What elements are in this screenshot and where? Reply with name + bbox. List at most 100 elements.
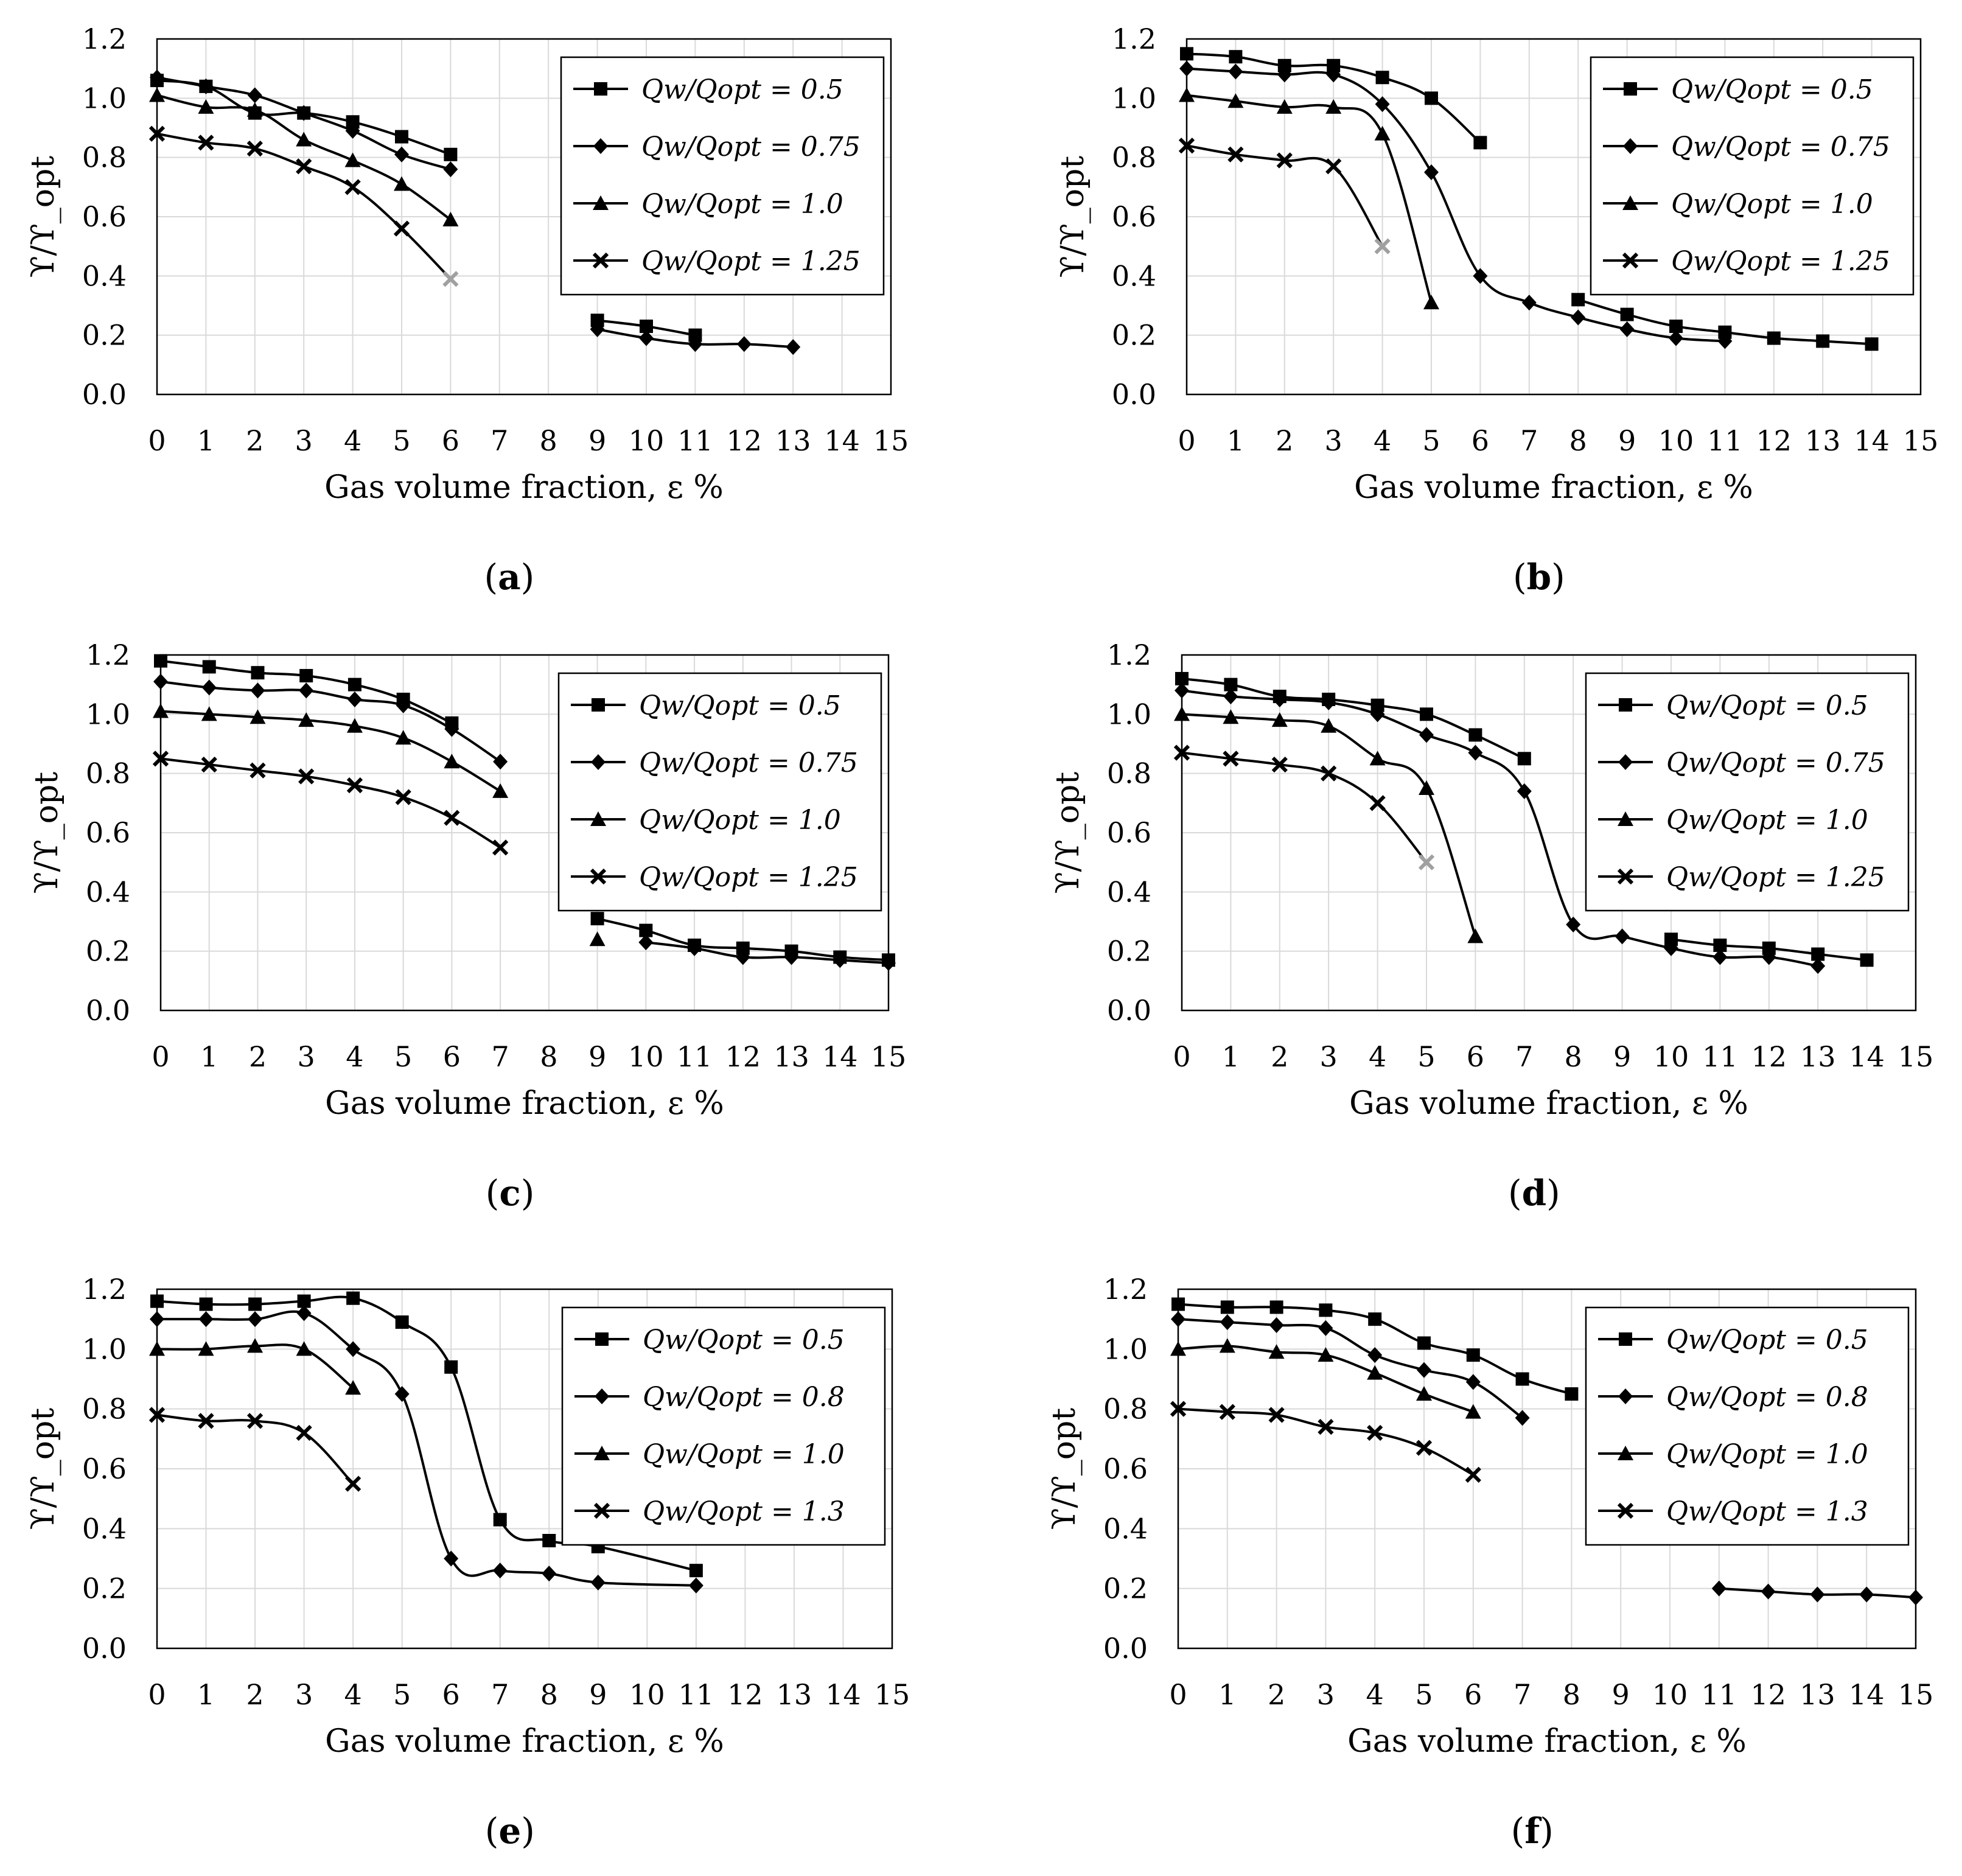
data-point-stroke-b (198, 135, 214, 151)
x-tick-label: 2 (246, 1678, 264, 1711)
legend-marker (1617, 1502, 1634, 1519)
y-tick-label: 0.2 (1107, 935, 1151, 968)
data-point (1276, 152, 1293, 169)
legend: Qw/Qopt = 0.5 Qw/Qopt = 0.75 Qw/Qopt = 1.0… (557, 672, 882, 912)
data-point (148, 1407, 166, 1423)
data-point-stroke-b (1219, 1404, 1235, 1420)
subfigure-caption: (c) (486, 1172, 535, 1214)
y-tick-label: 0.6 (1107, 816, 1151, 849)
legend-marker (1619, 1332, 1632, 1346)
x-tick-label: 12 (1751, 1040, 1787, 1073)
x-tick-label: 4 (1369, 1040, 1386, 1073)
x-tick-label: 12 (725, 1040, 761, 1073)
data-point (1269, 1317, 1284, 1333)
data-point (1712, 949, 1728, 965)
data-point (1767, 331, 1781, 345)
data-point (1175, 671, 1189, 685)
x-tick-label: 11 (677, 1040, 713, 1073)
legend-marker-stroke-b (1622, 252, 1639, 269)
x-tick-label: 5 (1415, 1678, 1433, 1711)
data-point-stroke-b (1416, 1440, 1433, 1456)
series-square (1180, 47, 1879, 351)
legend-marker (1617, 868, 1634, 885)
y-axis-label: ϒ/ϒ_opt (1050, 772, 1086, 894)
y-tick-label: 0.8 (82, 141, 127, 174)
data-point (247, 1338, 264, 1353)
data-point (589, 931, 606, 947)
x-tick-label: 9 (588, 1040, 606, 1073)
plot-frame (1177, 1288, 1917, 1650)
y-tick-label: 0.0 (86, 994, 130, 1027)
caption-paren-open: ( (1513, 556, 1527, 598)
caption-paren-close: ) (521, 1172, 535, 1214)
legend-label: Qw/Qopt = 0.5 (641, 74, 843, 105)
y-tick-label: 0.4 (82, 259, 127, 292)
x-tick-label: 3 (295, 424, 313, 457)
x-tick-label: 7 (1513, 1678, 1531, 1711)
x-tick-label: 1 (197, 424, 215, 457)
data-point (492, 1563, 508, 1579)
x-tick-label: 6 (1464, 1678, 1482, 1711)
series-triangle (153, 703, 606, 947)
legend-label: Qw/Qopt = 1.3 (1666, 1496, 1868, 1527)
legend-label: Qw/Qopt = 0.75 (641, 131, 861, 163)
legend-label: Qw/Qopt = 1.25 (1671, 246, 1890, 277)
y-tick-label: 1.0 (1107, 698, 1151, 730)
data-point (493, 1513, 507, 1527)
legend-box (561, 1306, 886, 1546)
data-point (736, 336, 752, 352)
y-tick-label: 1.2 (82, 1273, 127, 1306)
data-point (153, 703, 169, 718)
caption-paren-open: ( (486, 1172, 500, 1214)
data-point (149, 1341, 165, 1356)
x-tick-label: 14 (822, 1040, 858, 1073)
series-x (1170, 1401, 1481, 1483)
y-axis-label: ϒ/ϒ_opt (1046, 1408, 1083, 1530)
data-point (590, 321, 605, 337)
y-tick-label: 1.2 (1107, 639, 1151, 671)
x-tick-label: 3 (295, 1678, 313, 1711)
series-diamond (150, 1305, 703, 1594)
legend-label: Qw/Qopt = 1.25 (641, 246, 861, 277)
x-tick-label: 7 (491, 1678, 509, 1711)
x-tick-label: 5 (1417, 1040, 1435, 1073)
legend-label: Qw/Qopt = 0.8 (643, 1382, 845, 1413)
x-tick-label: 7 (490, 424, 508, 457)
data-point (296, 1341, 312, 1356)
legend: Qw/Qopt = 0.5 Qw/Qopt = 0.8 Qw/Qopt = 1.0 Q… (561, 1306, 886, 1546)
x-tick-label: 7 (491, 1040, 509, 1073)
data-point (493, 754, 508, 770)
legend-marker (1618, 1388, 1633, 1404)
x-tick-label: 15 (873, 424, 909, 457)
data-point (1369, 795, 1386, 811)
y-tick-label: 0.6 (1112, 200, 1156, 233)
x-tick-label: 13 (1800, 1678, 1835, 1711)
data-point (1865, 337, 1879, 351)
data-point (1859, 1586, 1874, 1603)
x-tick-label: 6 (442, 1678, 460, 1711)
data-point (1473, 136, 1487, 150)
data-point (590, 912, 604, 926)
data-point (344, 179, 361, 195)
data-point (296, 158, 312, 175)
data-point (395, 1315, 409, 1329)
subfigure-caption: (f) (1511, 1810, 1554, 1852)
x-tick-label: 2 (1271, 1040, 1288, 1073)
data-point (1370, 698, 1384, 712)
y-tick-label: 0.6 (1103, 1452, 1148, 1485)
data-point (1416, 1440, 1433, 1456)
data-point (395, 730, 411, 745)
data-point (153, 673, 168, 690)
data-point (1321, 765, 1337, 782)
caption-paren-close: ) (1546, 1172, 1560, 1214)
x-tick-label: 12 (727, 424, 763, 457)
data-point-stroke-b (1465, 1466, 1481, 1483)
x-tick-label: 10 (629, 1678, 665, 1711)
x-tick-label: 15 (1903, 424, 1939, 457)
y-tick-label: 1.2 (82, 23, 127, 55)
x-tick-label: 13 (773, 1040, 809, 1073)
data-point (298, 768, 315, 785)
y-tick-label: 0.8 (1112, 141, 1156, 174)
data-point (1416, 1386, 1432, 1401)
x-tick-label: 12 (727, 1678, 763, 1711)
